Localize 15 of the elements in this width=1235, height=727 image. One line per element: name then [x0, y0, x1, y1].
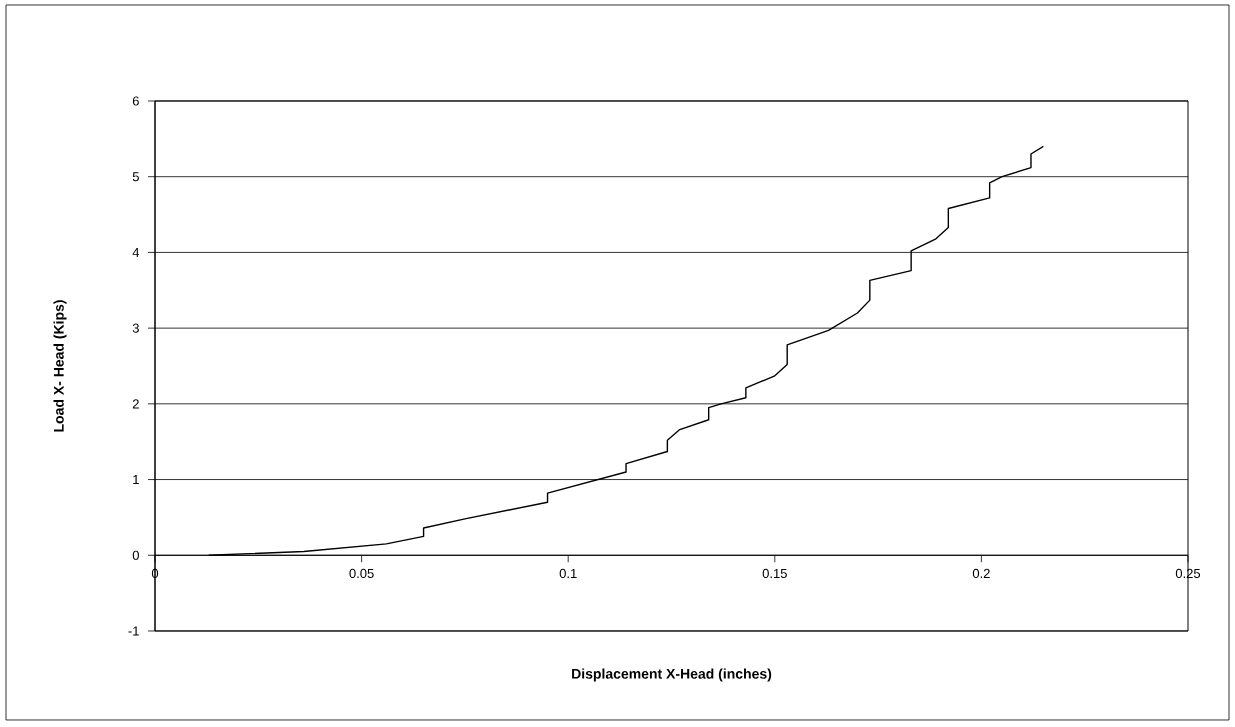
y-axis-title: Load X- Head (Kips) — [53, 300, 67, 432]
y-tick-label: 6 — [132, 96, 139, 106]
y-tick-label: 2 — [132, 399, 139, 409]
y-tick-label: -1 — [128, 626, 139, 636]
x-tick-label: 0.15 — [762, 568, 787, 579]
x-tick-label: 0.2 — [972, 568, 990, 579]
x-tick-label: 0.05 — [349, 568, 374, 579]
y-tick-label: 3 — [132, 323, 139, 333]
y-tick-label: 4 — [132, 247, 140, 257]
x-tick-label: 0.25 — [1175, 568, 1201, 579]
y-tick-label: 1 — [133, 475, 139, 485]
y-tick-label: 0 — [132, 550, 139, 560]
y-tick-label: 5 — [132, 172, 139, 182]
x-axis-title: Displacement X-Head (inches) — [572, 668, 772, 682]
x-tick-label: 0.1 — [559, 568, 577, 579]
